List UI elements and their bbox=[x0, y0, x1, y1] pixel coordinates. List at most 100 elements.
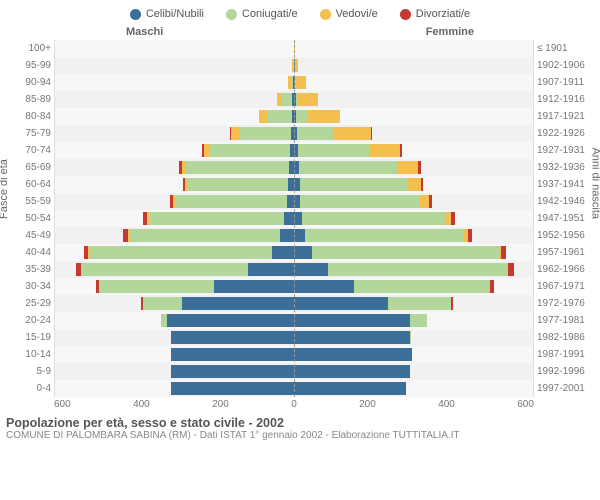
female-half bbox=[294, 125, 533, 142]
female-half bbox=[294, 74, 533, 91]
male-half bbox=[55, 193, 294, 210]
legend-label: Coniugati/e bbox=[242, 8, 298, 20]
bar-segment-celibi bbox=[182, 297, 294, 310]
age-tick: 65-69 bbox=[6, 159, 54, 176]
center-divider bbox=[294, 40, 295, 397]
bar-segment-celibi bbox=[294, 229, 305, 242]
bar-segment-celibi bbox=[294, 382, 406, 395]
age-tick: 80-84 bbox=[6, 108, 54, 125]
year-tick: ≤ 1901 bbox=[534, 40, 594, 57]
female-half bbox=[294, 261, 533, 278]
bar-segment-celibi bbox=[294, 331, 410, 344]
age-tick: 40-44 bbox=[6, 244, 54, 261]
year-ticks: ≤ 19011902-19061907-19111912-19161917-19… bbox=[534, 40, 594, 397]
bar-segment-celibi bbox=[294, 246, 312, 259]
bar-segment-coniugati bbox=[328, 263, 507, 276]
bar-segment-coniugati bbox=[143, 297, 183, 310]
bar-segment-celibi bbox=[214, 280, 294, 293]
bar-segment-coniugati bbox=[300, 178, 408, 191]
female-half bbox=[294, 193, 533, 210]
bar-segment-celibi bbox=[171, 331, 294, 344]
x-tick: 200 bbox=[212, 399, 229, 410]
age-tick: 30-34 bbox=[6, 278, 54, 295]
year-tick: 1927-1931 bbox=[534, 142, 594, 159]
y-axis-label-left: Fasce di età bbox=[0, 159, 10, 219]
age-ticks: 100+95-9990-9485-8980-8475-7970-7465-696… bbox=[6, 40, 54, 397]
legend-label: Celibi/Nubili bbox=[146, 8, 204, 20]
year-tick: 1942-1946 bbox=[534, 193, 594, 210]
year-tick: 1982-1986 bbox=[534, 329, 594, 346]
bar-segment-coniugati bbox=[312, 246, 499, 259]
bar-segment-vedovi bbox=[420, 195, 429, 208]
chart-subtitle: COMUNE DI PALOMBARA SABINA (RM) - Dati I… bbox=[6, 430, 594, 441]
bar-segment-celibi bbox=[294, 297, 388, 310]
bar-segment-coniugati bbox=[99, 280, 215, 293]
female-half bbox=[294, 57, 533, 74]
male-half bbox=[55, 363, 294, 380]
bar-segment-celibi bbox=[294, 263, 328, 276]
year-tick: 1912-1916 bbox=[534, 91, 594, 108]
bar-segment-coniugati bbox=[305, 229, 464, 242]
bar-segment-celibi bbox=[294, 212, 302, 225]
male-half bbox=[55, 91, 294, 108]
bar-segment-celibi bbox=[294, 348, 412, 361]
population-pyramid-chart: Celibi/NubiliConiugati/eVedovi/eDivorzia… bbox=[0, 0, 600, 445]
x-tick: 600 bbox=[54, 399, 71, 410]
female-half bbox=[294, 363, 533, 380]
year-tick: 1952-1956 bbox=[534, 227, 594, 244]
bar-segment-vedovi bbox=[398, 161, 418, 174]
age-tick: 5-9 bbox=[6, 363, 54, 380]
male-half bbox=[55, 346, 294, 363]
chart-title: Popolazione per età, sesso e stato civil… bbox=[6, 416, 594, 430]
male-half bbox=[55, 108, 294, 125]
age-tick: 85-89 bbox=[6, 91, 54, 108]
bar-rows bbox=[54, 40, 534, 397]
plot-area: Fasce di età 100+95-9990-9485-8980-8475-… bbox=[6, 40, 594, 397]
x-tick: 400 bbox=[438, 399, 455, 410]
bar-segment-divorziati bbox=[508, 263, 514, 276]
male-half bbox=[55, 142, 294, 159]
year-tick: 1907-1911 bbox=[534, 74, 594, 91]
female-half bbox=[294, 210, 533, 227]
bar-segment-coniugati bbox=[175, 195, 287, 208]
bar-segment-divorziati bbox=[468, 229, 473, 242]
male-half bbox=[55, 210, 294, 227]
bar-segment-celibi bbox=[171, 348, 294, 361]
bar-segment-coniugati bbox=[299, 161, 399, 174]
header-male: Maschi bbox=[126, 26, 163, 38]
bar-segment-divorziati bbox=[501, 246, 506, 259]
female-half bbox=[294, 91, 533, 108]
bar-segment-coniugati bbox=[297, 127, 333, 140]
bar-segment-celibi bbox=[280, 229, 294, 242]
age-tick: 90-94 bbox=[6, 74, 54, 91]
bar-segment-coniugati bbox=[186, 161, 290, 174]
female-half bbox=[294, 176, 533, 193]
female-half bbox=[294, 244, 533, 261]
year-tick: 1992-1996 bbox=[534, 363, 594, 380]
x-axis: 6004002000200400600 bbox=[6, 399, 594, 410]
bar-segment-coniugati bbox=[354, 280, 489, 293]
bar-segment-divorziati bbox=[451, 212, 455, 225]
chart-footer: Popolazione per età, sesso e stato civil… bbox=[6, 416, 594, 441]
year-tick: 1902-1906 bbox=[534, 57, 594, 74]
bar-segment-coniugati bbox=[388, 297, 452, 310]
bar-segment-vedovi bbox=[296, 76, 306, 89]
bar-segment-divorziati bbox=[400, 144, 402, 157]
bar-segment-coniugati bbox=[188, 178, 288, 191]
bar-segment-coniugati bbox=[149, 212, 284, 225]
bar-segment-coniugati bbox=[300, 195, 420, 208]
x-tick: 200 bbox=[359, 399, 376, 410]
bar-segment-divorziati bbox=[429, 195, 432, 208]
bar-segment-divorziati bbox=[371, 127, 372, 140]
legend-label: Divorziati/e bbox=[416, 8, 470, 20]
age-tick: 25-29 bbox=[6, 295, 54, 312]
male-half bbox=[55, 329, 294, 346]
x-axis-ticks: 6004002000200400600 bbox=[54, 399, 534, 410]
bar-segment-coniugati bbox=[239, 127, 291, 140]
year-tick: 1937-1941 bbox=[534, 176, 594, 193]
male-half bbox=[55, 125, 294, 142]
year-tick: 1947-1951 bbox=[534, 210, 594, 227]
male-half bbox=[55, 244, 294, 261]
female-half bbox=[294, 227, 533, 244]
bar-segment-vedovi bbox=[407, 178, 421, 191]
